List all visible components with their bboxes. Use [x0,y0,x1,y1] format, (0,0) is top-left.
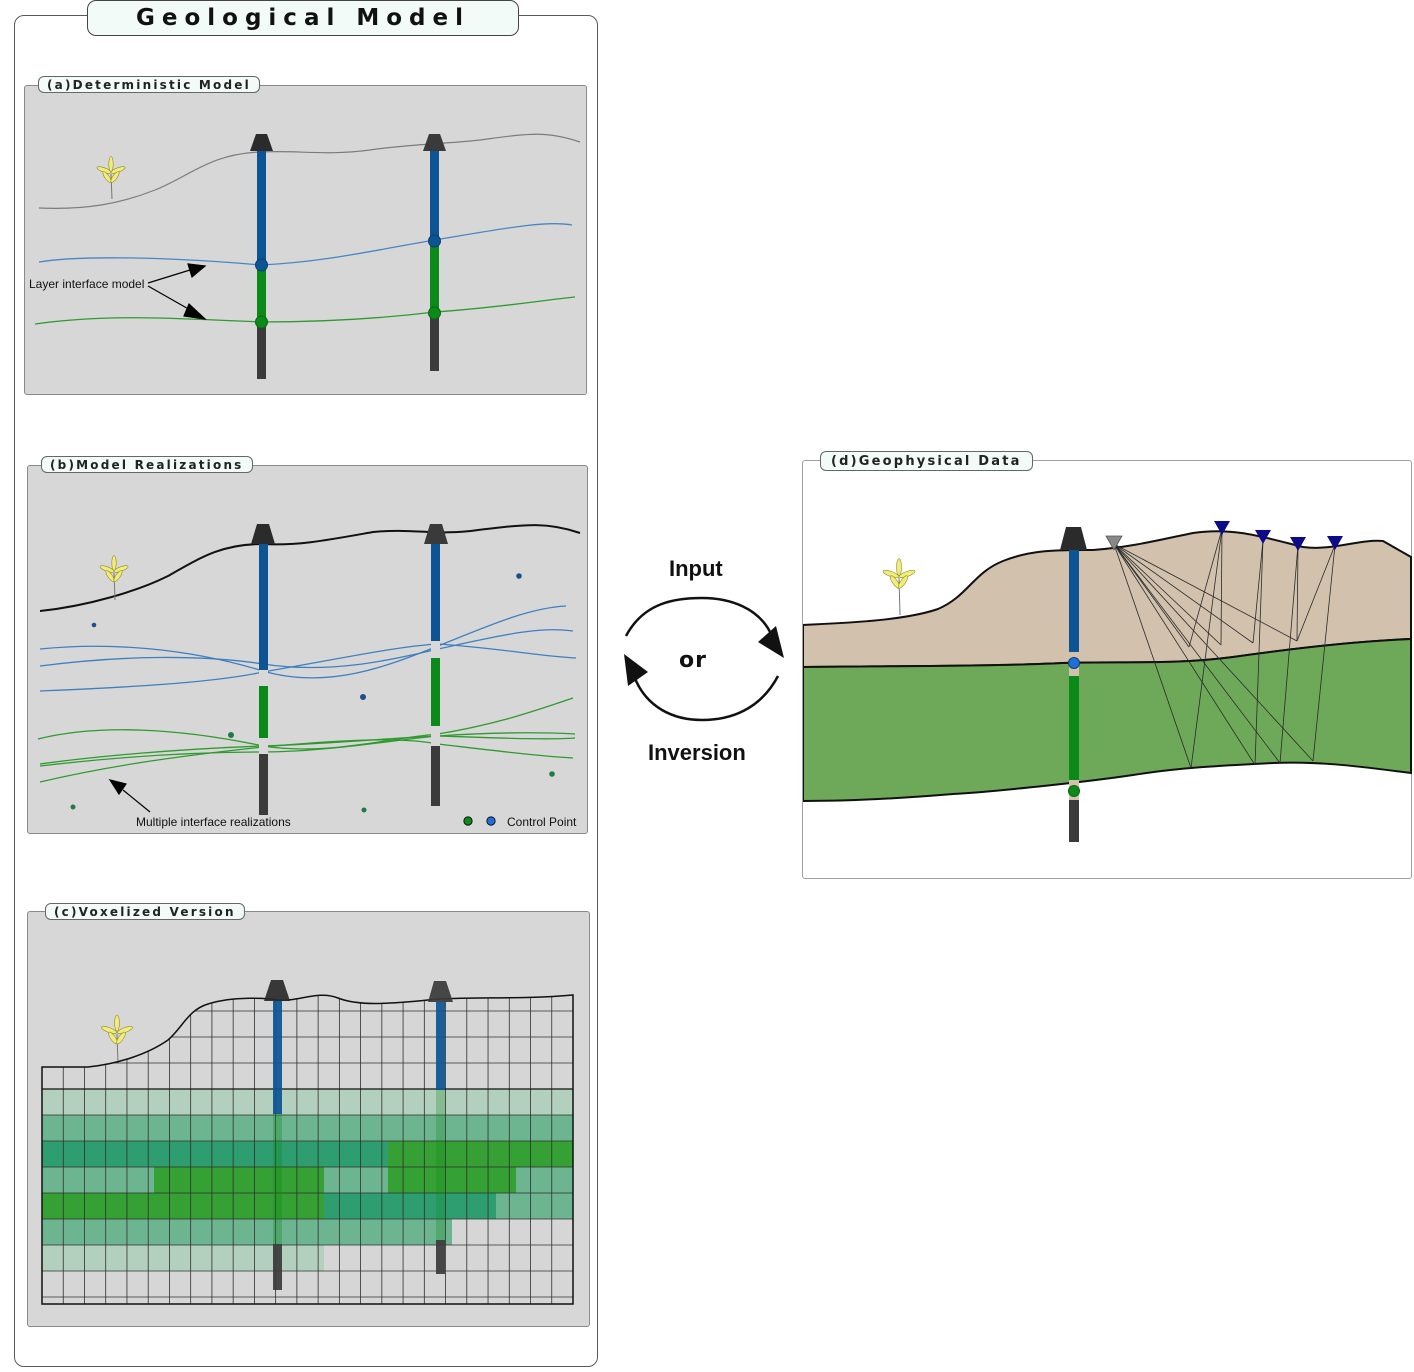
panel-a-title: (a)Deterministic Model [38,76,260,93]
legend-blue-marker [486,816,496,826]
green-interface-realizations [37,697,576,783]
receiver-3-icon [1290,537,1306,551]
panel-c-title: (c)Voxelized Version [45,903,245,920]
receiver-1-icon [1214,521,1230,535]
realizations-arrow [108,779,151,813]
receiver-4-icon [1327,536,1343,550]
forward-arrowhead-icon [758,626,784,658]
voxel-outline [41,994,574,1305]
voxelized-diagram [41,980,574,1305]
borehole-1 [251,524,275,815]
model-realizations-diagram: Multiple interface realizations Control … [37,524,581,829]
seismic-ray-paths [1113,528,1336,769]
plant-icon [99,555,129,601]
input-inversion-cycle-arrows [624,596,784,722]
borehole-2 [428,981,453,1274]
inversion-label: Inversion [648,740,746,765]
green-interface-line [34,296,576,325]
blue-interface-line [38,223,573,266]
panel-voxelized-version [27,911,590,1327]
inverse-arrowhead-icon [624,654,648,686]
receiver-2-icon [1255,530,1271,544]
panel-geophysical-data [802,460,1412,879]
legend-label: Control Point [507,815,577,829]
blue-interface-realizations [39,605,577,692]
panel-model-realizations: Multiple interface realizations Control … [27,465,588,834]
panel-d-title: (d)Geophysical Data [820,451,1033,471]
surface-line [38,133,581,209]
layer-interface-label: Layer interface model [29,277,144,291]
annotation-arrows [147,263,207,320]
borehole-1 [250,134,273,379]
voxel-grid [42,995,573,1304]
geophysical-data-diagram [803,521,1412,842]
forward-arc [624,596,774,637]
plant-icon [96,156,126,200]
control-points [70,573,555,813]
borehole-2 [423,134,446,371]
borehole [1060,527,1087,842]
inverse-arc [632,675,780,722]
borehole-1 [264,980,290,1290]
plant-icon [101,1014,133,1066]
geological-model-title: Geological Model [87,0,519,36]
borehole-2 [424,524,448,806]
realizations-label: Multiple interface realizations [136,815,291,829]
legend-green-marker [463,816,473,826]
input-label: Input [669,556,723,581]
or-label: or [679,648,707,673]
surface-line [39,524,581,612]
panel-deterministic-model: Layer interface model [24,85,587,395]
plant-icon [882,558,916,616]
control-point-legend: Control Point [463,815,577,829]
seismic-source-icon [1105,535,1123,551]
deterministic-model-diagram: Layer interface model [29,133,581,379]
panel-b-title: (b)Model Realizations [41,456,253,473]
bedrock-layer [803,637,1412,803]
